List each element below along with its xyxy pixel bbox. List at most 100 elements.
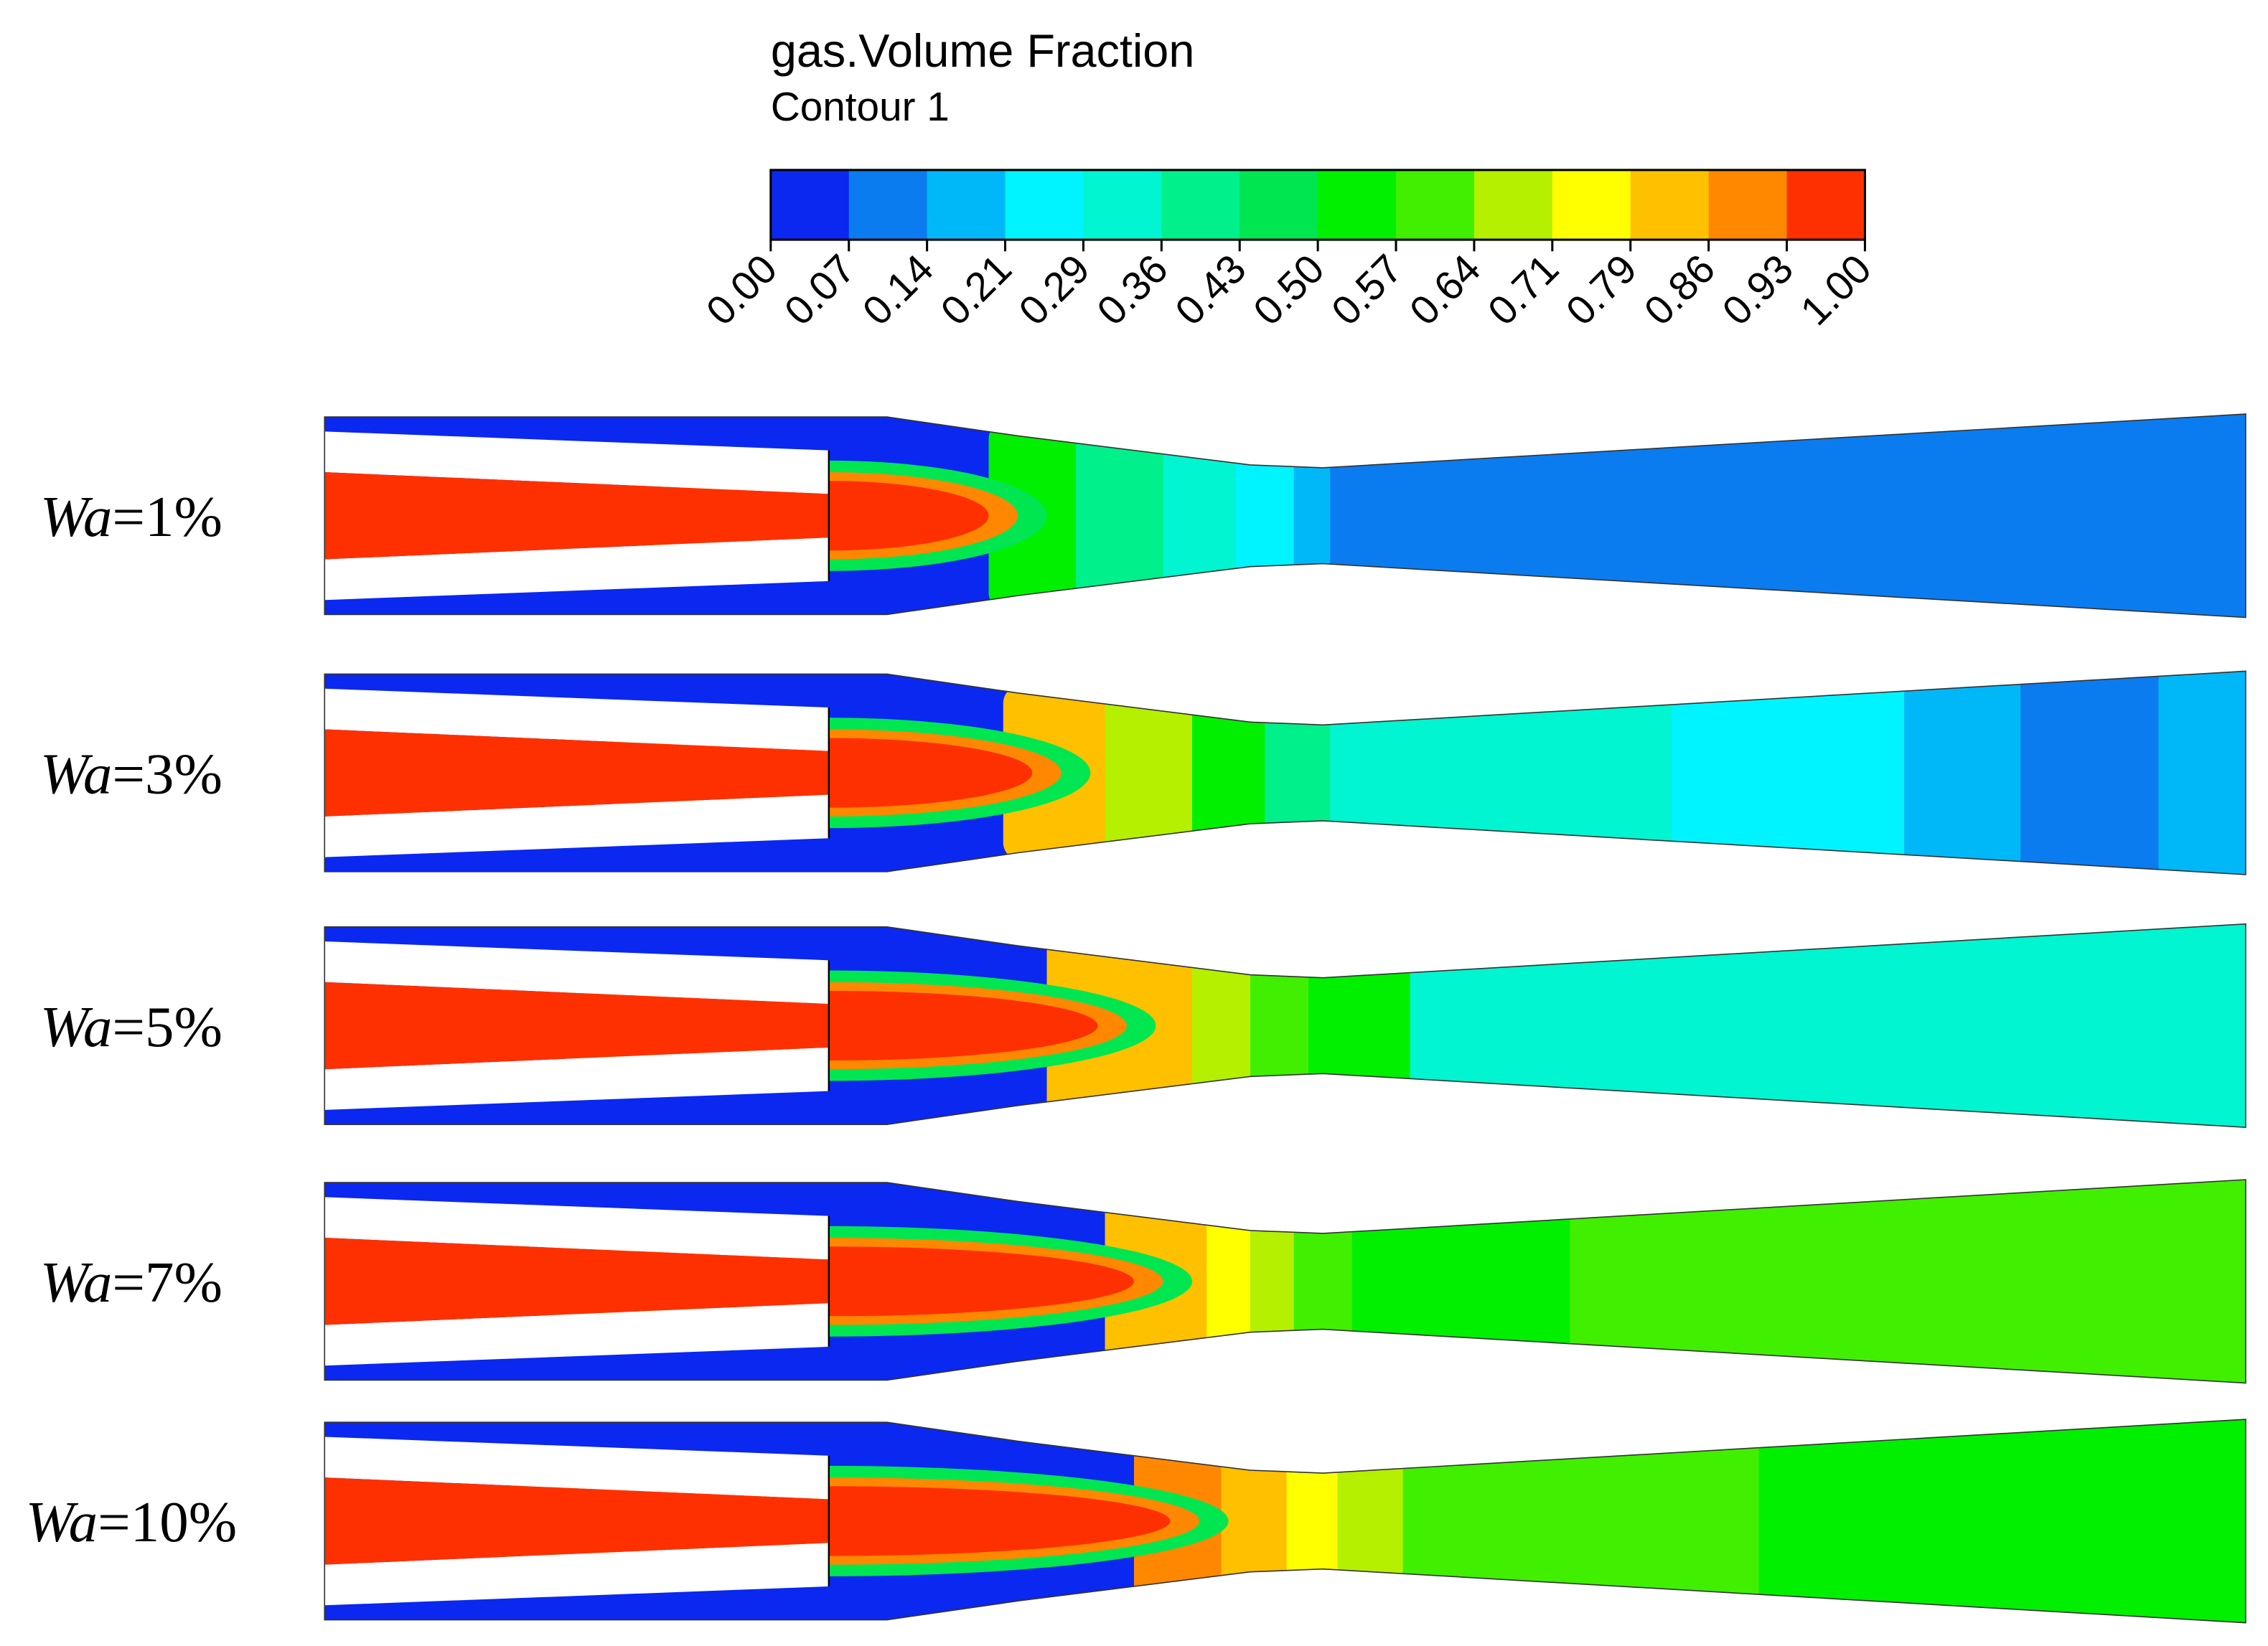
case-label: Wa=3% bbox=[40, 741, 222, 806]
colorbar-tick-label: 0.21 bbox=[932, 246, 1021, 334]
mixing-band bbox=[1105, 671, 1194, 875]
colorbar-tick-label: 0.64 bbox=[1402, 246, 1490, 334]
nozzle-core bbox=[324, 982, 829, 1070]
mixing-band bbox=[1570, 1180, 2246, 1383]
case-value: =10% bbox=[98, 1490, 237, 1554]
colorbar-tick-label: 0.71 bbox=[1480, 246, 1568, 334]
mixing-band bbox=[1758, 1419, 2246, 1623]
mixing-band bbox=[1076, 414, 1165, 618]
mixing-band bbox=[1410, 923, 2246, 1128]
colorbar-bin bbox=[1318, 169, 1397, 240]
domain-outline bbox=[324, 923, 2246, 1129]
domain-outline bbox=[324, 1419, 2246, 1624]
colorbar-tick-label: 0.50 bbox=[1245, 246, 1334, 334]
mixing-band bbox=[1286, 1419, 1339, 1623]
mixing-band bbox=[1308, 923, 1412, 1128]
case-symbol: Wa bbox=[26, 1490, 98, 1554]
nozzle-wall bbox=[324, 1197, 829, 1260]
mixing-band bbox=[1163, 414, 1237, 618]
mixing-band bbox=[1293, 1180, 1354, 1383]
mixing-band bbox=[1351, 1180, 1572, 1383]
colorbar-bin bbox=[927, 169, 1006, 240]
colorbar-tick-label: 0.36 bbox=[1089, 246, 1177, 334]
colorbar-tick-label: 0.93 bbox=[1714, 246, 1802, 334]
colorbar-tick-label: 0.07 bbox=[776, 246, 864, 334]
mixing-band bbox=[1206, 1180, 1252, 1383]
contour-row bbox=[324, 414, 2246, 618]
mixing-band bbox=[1250, 923, 1310, 1128]
nozzle-wall bbox=[324, 1543, 829, 1606]
colorbar: 0.000.070.140.210.290.360.430.500.570.64… bbox=[698, 169, 1880, 334]
contour-row bbox=[324, 1180, 2246, 1383]
nozzle-wall bbox=[324, 537, 829, 601]
case-symbol: Wa bbox=[40, 741, 113, 806]
mixing-band bbox=[1191, 923, 1252, 1128]
nozzle-wall bbox=[324, 941, 829, 1005]
colorbar-bin bbox=[770, 169, 850, 240]
colorbar-tick-label: 0.79 bbox=[1557, 246, 1646, 334]
colorbar-bin bbox=[1005, 169, 1084, 240]
mixing-band bbox=[1330, 414, 2246, 618]
mixing-band bbox=[1904, 671, 2023, 875]
mixing-band bbox=[1293, 414, 1332, 618]
case-symbol: Wa bbox=[40, 1250, 113, 1315]
case-symbol: Wa bbox=[40, 994, 113, 1059]
mixing-band bbox=[1330, 671, 1674, 875]
case-label: Wa=1% bbox=[40, 484, 222, 549]
colorbar-bin bbox=[1083, 169, 1163, 240]
case-label: Wa=10% bbox=[26, 1490, 238, 1554]
contours: Wa=1%Wa=3%Wa=5%Wa=7%Wa=10% bbox=[26, 413, 2246, 1624]
domain-outline bbox=[324, 413, 2246, 619]
case-value: =5% bbox=[112, 994, 222, 1059]
mixing-band bbox=[1337, 1419, 1405, 1623]
contour-row bbox=[324, 923, 2246, 1128]
contour-row bbox=[324, 1419, 2246, 1623]
mixing-band bbox=[1402, 1419, 1761, 1623]
colorbar-bin bbox=[1786, 169, 1866, 240]
nozzle-wall bbox=[324, 1303, 829, 1366]
case-value: =7% bbox=[112, 1250, 222, 1315]
nozzle-wall bbox=[324, 431, 829, 494]
mixing-band bbox=[1191, 671, 1267, 875]
colorbar-bin bbox=[1161, 169, 1241, 240]
mixing-band bbox=[1221, 1419, 1288, 1623]
contour-row bbox=[324, 671, 2246, 875]
colorbar-bin bbox=[1473, 169, 1553, 240]
colorbar-bin bbox=[1396, 169, 1475, 240]
colorbar-bin bbox=[1552, 169, 1631, 240]
case-label: Wa=5% bbox=[40, 994, 222, 1059]
case-label: Wa=7% bbox=[40, 1250, 222, 1315]
mixing-band bbox=[2158, 671, 2246, 875]
mixing-band bbox=[1235, 414, 1295, 618]
domain-outline bbox=[324, 670, 2246, 875]
nozzle-wall bbox=[324, 1047, 829, 1110]
colorbar-bin bbox=[1630, 169, 1710, 240]
domain-outline bbox=[324, 1179, 2246, 1384]
case-symbol: Wa bbox=[40, 484, 113, 549]
nozzle-core bbox=[324, 1238, 829, 1325]
colorbar-bin bbox=[1240, 169, 1319, 240]
colorbar-tick-label: 0.57 bbox=[1323, 246, 1412, 334]
case-value: =1% bbox=[112, 484, 222, 549]
nozzle-wall bbox=[324, 1436, 829, 1500]
nozzle-wall bbox=[324, 688, 829, 751]
nozzle-core bbox=[324, 1477, 829, 1565]
mixing-band bbox=[1265, 671, 1332, 875]
colorbar-bin bbox=[1708, 169, 1788, 240]
colorbar-tick-label: 0.29 bbox=[1011, 246, 1099, 334]
colorbar-bin bbox=[848, 169, 928, 240]
mixing-band bbox=[2020, 671, 2160, 875]
colorbar-tick-label: 0.00 bbox=[698, 246, 787, 334]
mixing-band bbox=[1672, 671, 1906, 875]
colorbar-tick-label: 0.86 bbox=[1636, 246, 1724, 334]
colorbar-tick-label: 0.14 bbox=[854, 246, 942, 334]
legend-subtitle: Contour 1 bbox=[771, 85, 950, 130]
colorbar-tick-label: 0.43 bbox=[1167, 246, 1255, 334]
case-value: =3% bbox=[112, 741, 222, 806]
nozzle-core bbox=[324, 472, 829, 560]
nozzle-core bbox=[324, 729, 829, 817]
colorbar-tick-label: 1.00 bbox=[1792, 246, 1880, 334]
legend-title: gas.Volume Fraction bbox=[771, 24, 1195, 77]
